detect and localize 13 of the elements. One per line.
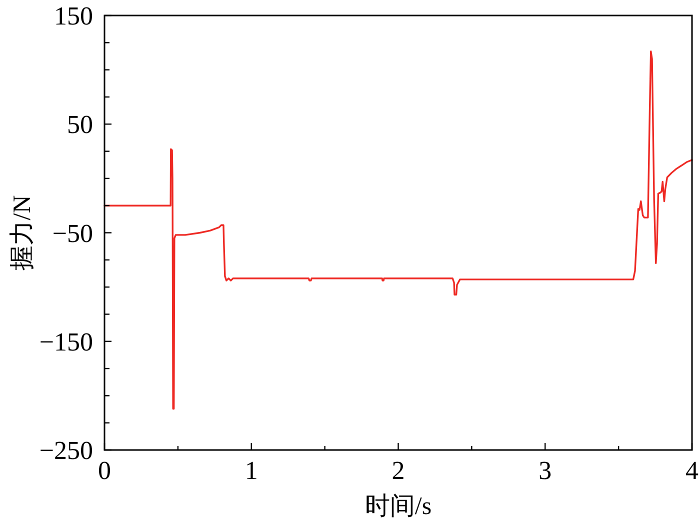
y-axis-title: 握力/N [9,195,36,270]
x-tick-label: 1 [244,456,258,485]
x-tick-label: 0 [98,456,111,485]
x-tick-label: 2 [392,456,405,485]
x-tick-label: 3 [538,456,552,485]
y-tick-label: −250 [39,436,93,466]
y-tick-label: 50 [67,110,93,140]
line-series [104,50,693,410]
x-axis-title: 时间/s [364,493,432,520]
y-tick-label: −50 [52,218,93,248]
x-tick-label: 4 [686,456,698,485]
y-tick-label: −150 [39,327,93,356]
y-tick-label: 150 [54,2,93,31]
